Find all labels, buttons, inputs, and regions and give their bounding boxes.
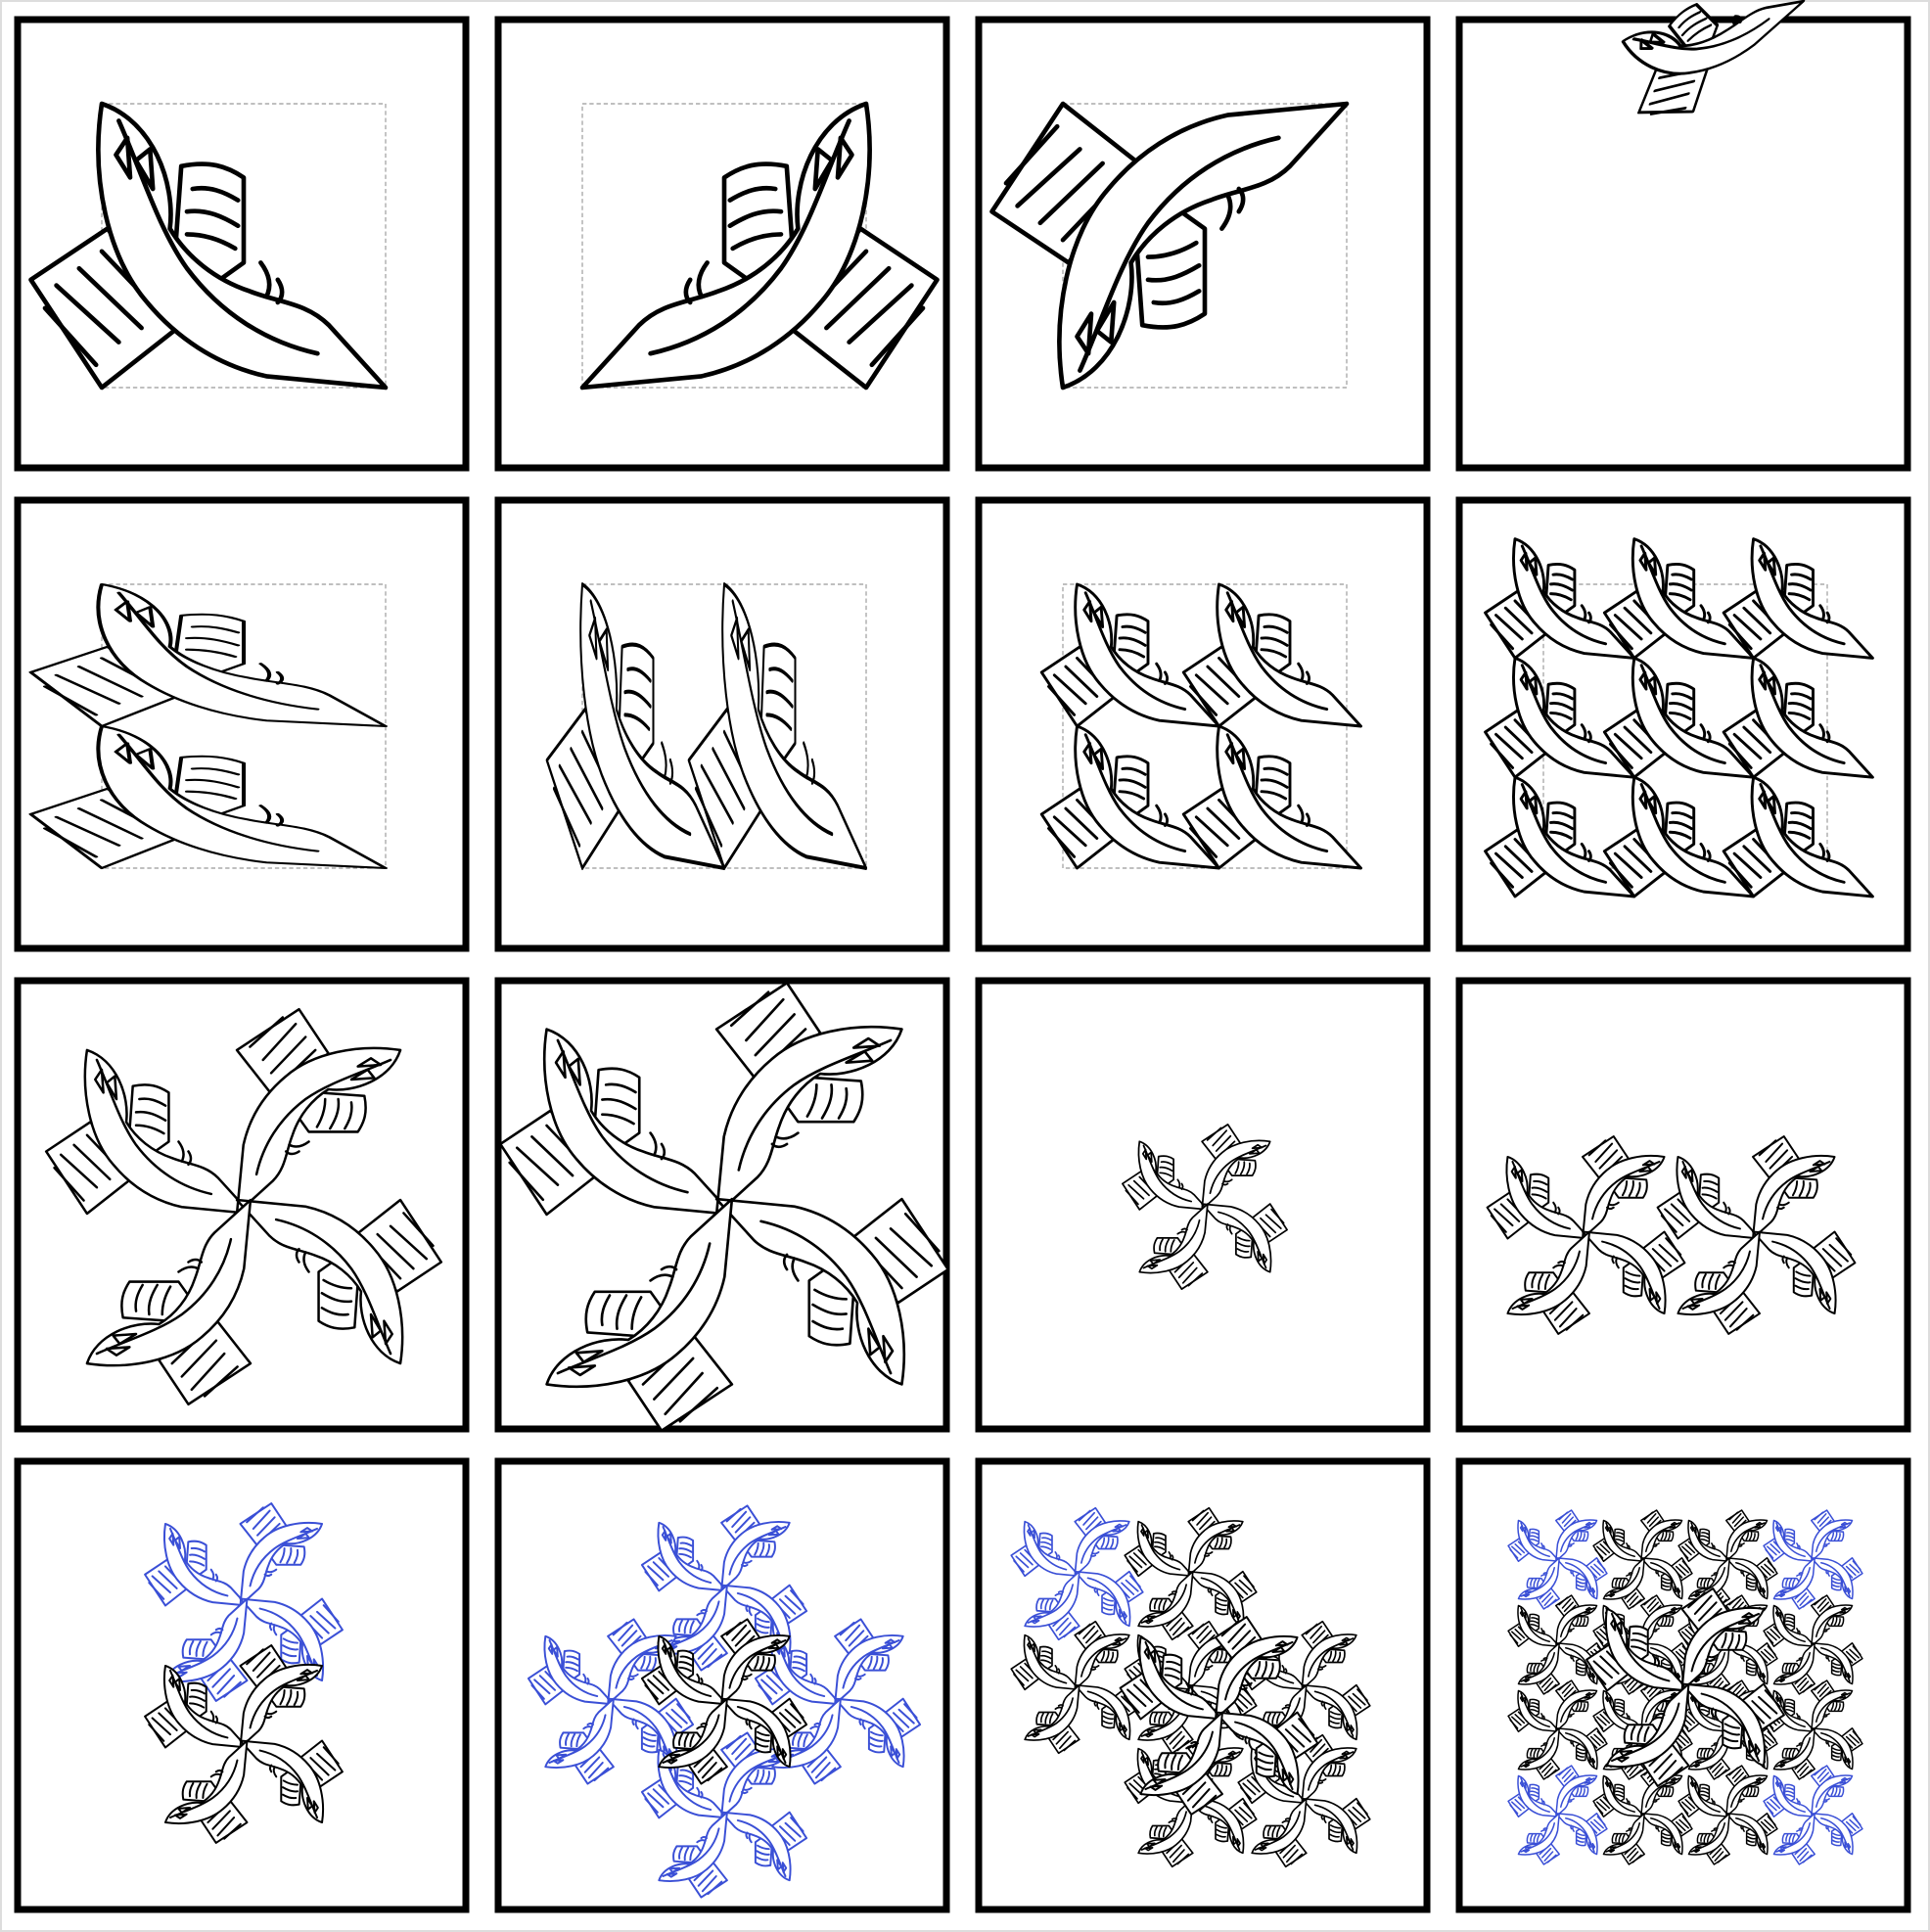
panel-content: [582, 104, 938, 388]
panel: [975, 496, 1431, 952]
panel: [975, 16, 1431, 472]
panel: [494, 977, 950, 1433]
panel: [975, 1457, 1431, 1913]
panel: [494, 1457, 950, 1913]
panel-frame: [14, 496, 470, 952]
panel: [14, 16, 470, 472]
panel: [14, 496, 470, 952]
panel-content: [30, 104, 386, 388]
panel-content: [30, 584, 386, 868]
panel: [494, 16, 950, 472]
panel-content: [547, 584, 866, 868]
panel: [494, 496, 950, 952]
panel: [14, 977, 470, 1433]
panel-content: [1039, 582, 1362, 870]
panel-content: [1484, 537, 1874, 898]
panel-frame: [14, 1457, 470, 1913]
panel-content: [1507, 1509, 1863, 1865]
panel: [1455, 0, 1911, 472]
panel: [14, 1457, 470, 1913]
panel: [1455, 496, 1911, 952]
panel: [1455, 1457, 1911, 1913]
panel: [975, 977, 1431, 1433]
panel: [1455, 977, 1911, 1433]
panel-content: [992, 104, 1348, 388]
